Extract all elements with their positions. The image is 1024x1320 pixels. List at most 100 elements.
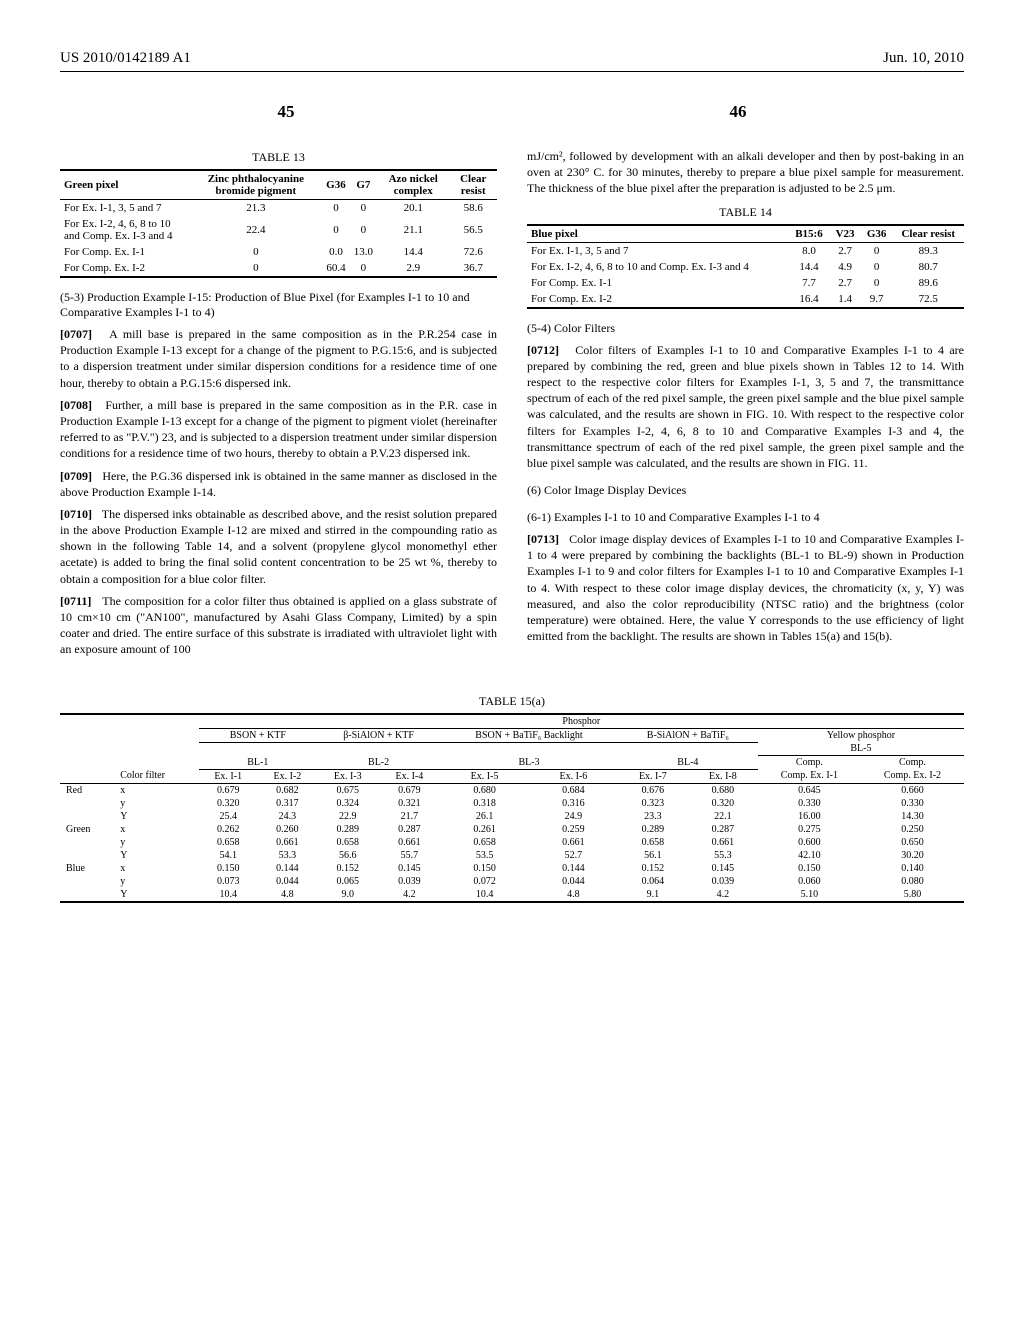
table15-cell: 0.065: [317, 875, 379, 888]
table15-metric-label: Y: [114, 888, 198, 902]
left-column: TABLE 13 Green pixel Zinc phthalocyanine…: [60, 142, 497, 664]
table14-cell: 0: [861, 242, 893, 259]
para-0709: [0709] Here, the P.G.36 dispersed ink is…: [60, 468, 497, 500]
table15-cell: 0.150: [440, 862, 529, 875]
table15-cell: 0.658: [618, 836, 688, 849]
table15-metric-label: y: [114, 797, 198, 810]
para-0707-text: A mill base is prepared in the same comp…: [60, 327, 497, 390]
table15-cell: 0.064: [618, 875, 688, 888]
table15-color-label: [60, 810, 114, 823]
table14-col2: V23: [829, 225, 860, 243]
table13-cell: 0: [190, 260, 323, 277]
table15-cell: 22.9: [317, 810, 379, 823]
table13-cell: For Ex. I-1, 3, 5 and 7: [60, 200, 190, 217]
table15-color-label: [60, 797, 114, 810]
table13-cell: 0.0: [322, 244, 350, 260]
table15-cell: 22.1: [688, 810, 758, 823]
table15-cell: 25.4: [199, 810, 258, 823]
table13-caption: TABLE 13: [60, 150, 497, 165]
table15-caption: TABLE 15(a): [60, 694, 964, 709]
table15-cell: 0.658: [440, 836, 529, 849]
para-0712: [0712] Color filters of Examples I-1 to …: [527, 342, 964, 472]
table13-cell: 22.4: [190, 216, 323, 244]
bl-1: BL-2: [317, 756, 440, 770]
table15-cell: 0.661: [688, 836, 758, 849]
table14-cell: For Ex. I-2, 4, 6, 8 to 10 and Comp. Ex.…: [527, 259, 788, 275]
table15-cell: 0.658: [199, 836, 258, 849]
table15: Phosphor BSON + KTF β-SiAlON + KTF BSON …: [60, 713, 964, 903]
para-0709-text: Here, the P.G.36 dispersed ink is obtain…: [60, 469, 497, 499]
page-header: US 2010/0142189 A1 Jun. 10, 2010: [60, 50, 964, 72]
table15-cell: 9.0: [317, 888, 379, 902]
table15-metric-label: Y: [114, 849, 198, 862]
table15-cell: 0.658: [317, 836, 379, 849]
table13-cell: For Ex. I-2, 4, 6, 8 to 10 and Comp. Ex.…: [60, 216, 190, 244]
table15-color-label: [60, 849, 114, 862]
para-0710-text: The dispersed inks obtainable as describ…: [60, 507, 497, 586]
bl-3: BL-4: [618, 756, 758, 770]
table15-cell: 0.600: [758, 836, 861, 849]
table15-cell: 56.6: [317, 849, 379, 862]
table14-col1: B15:6: [788, 225, 829, 243]
table15-metric-label: x: [114, 783, 198, 797]
para-0707: [0707] A mill base is prepared in the sa…: [60, 326, 497, 391]
fc-3: Ex. I-4: [379, 769, 441, 783]
table15-cell: 24.3: [258, 810, 317, 823]
table15-cell: 56.1: [618, 849, 688, 862]
table13-cell: 13.0: [350, 244, 377, 260]
section-5-3-title: (5-3) Production Example I-15: Productio…: [60, 290, 497, 320]
table15-cell: 0.661: [529, 836, 618, 849]
para-0708: [0708] Further, a mill base is prepared …: [60, 397, 497, 462]
table15-cell: 4.2: [688, 888, 758, 902]
right-top-continuation: mJ/cm², followed by development with an …: [527, 148, 964, 197]
comp-header-1: Comp.: [861, 756, 964, 770]
table15-cell: 54.1: [199, 849, 258, 862]
table15-cell: 0.661: [258, 836, 317, 849]
table13-cell: For Comp. Ex. I-2: [60, 260, 190, 277]
table15-cell: 0.287: [379, 823, 441, 836]
table14: Blue pixel B15:6 V23 G36 Clear resist Fo…: [527, 224, 964, 309]
table14-cell: 2.7: [829, 242, 860, 259]
fc-6: Ex. I-7: [618, 769, 688, 783]
table15-cell: 10.4: [440, 888, 529, 902]
section-5-4-title: (5-4) Color Filters: [527, 321, 964, 336]
table13-cell: 0: [322, 216, 350, 244]
table15-metric-label: x: [114, 862, 198, 875]
table13-cell: 21.3: [190, 200, 323, 217]
publication-date: Jun. 10, 2010: [883, 50, 964, 67]
table14-col4: Clear resist: [893, 225, 964, 243]
page-number-left: 45: [278, 102, 295, 122]
table14-cell: 1.4: [829, 291, 860, 308]
table13-col2: G36: [322, 170, 350, 200]
table15-cell: 0.323: [618, 797, 688, 810]
page-number-right: 46: [730, 102, 747, 122]
table13-cell: 2.9: [377, 260, 449, 277]
comp-header-0: Comp.: [758, 756, 861, 770]
table15-cell: 0.060: [758, 875, 861, 888]
table15-cell: 0.039: [688, 875, 758, 888]
table15-cell: 26.1: [440, 810, 529, 823]
table13-cell: 21.1: [377, 216, 449, 244]
group-4: Yellow phosphor: [758, 728, 964, 742]
table13-cell: 0: [350, 216, 377, 244]
table15-metric-label: y: [114, 875, 198, 888]
right-column: mJ/cm², followed by development with an …: [527, 142, 964, 664]
table15-cell: 0.150: [758, 862, 861, 875]
table15-color-label: Green: [60, 823, 114, 836]
table15-cell: 0.684: [529, 783, 618, 797]
group-2: BSON + BaTiF₆ Backlight: [440, 728, 618, 742]
table14-cell: For Comp. Ex. I-2: [527, 291, 788, 308]
table15-metric-label: x: [114, 823, 198, 836]
section-6-1-title: (6-1) Examples I-1 to 10 and Comparative…: [527, 510, 964, 525]
publication-number: US 2010/0142189 A1: [60, 50, 191, 67]
fc-5: Ex. I-6: [529, 769, 618, 783]
table15-cell: 9.1: [618, 888, 688, 902]
table15-cell: 0.144: [258, 862, 317, 875]
table15-cell: 0.250: [861, 823, 964, 836]
table13-cell: 72.6: [449, 244, 497, 260]
table15-cell: 0.676: [618, 783, 688, 797]
table15-cell: 0.259: [529, 823, 618, 836]
table15-cell: 0.317: [258, 797, 317, 810]
table14-col3: G36: [861, 225, 893, 243]
table15-cell: 0.320: [199, 797, 258, 810]
